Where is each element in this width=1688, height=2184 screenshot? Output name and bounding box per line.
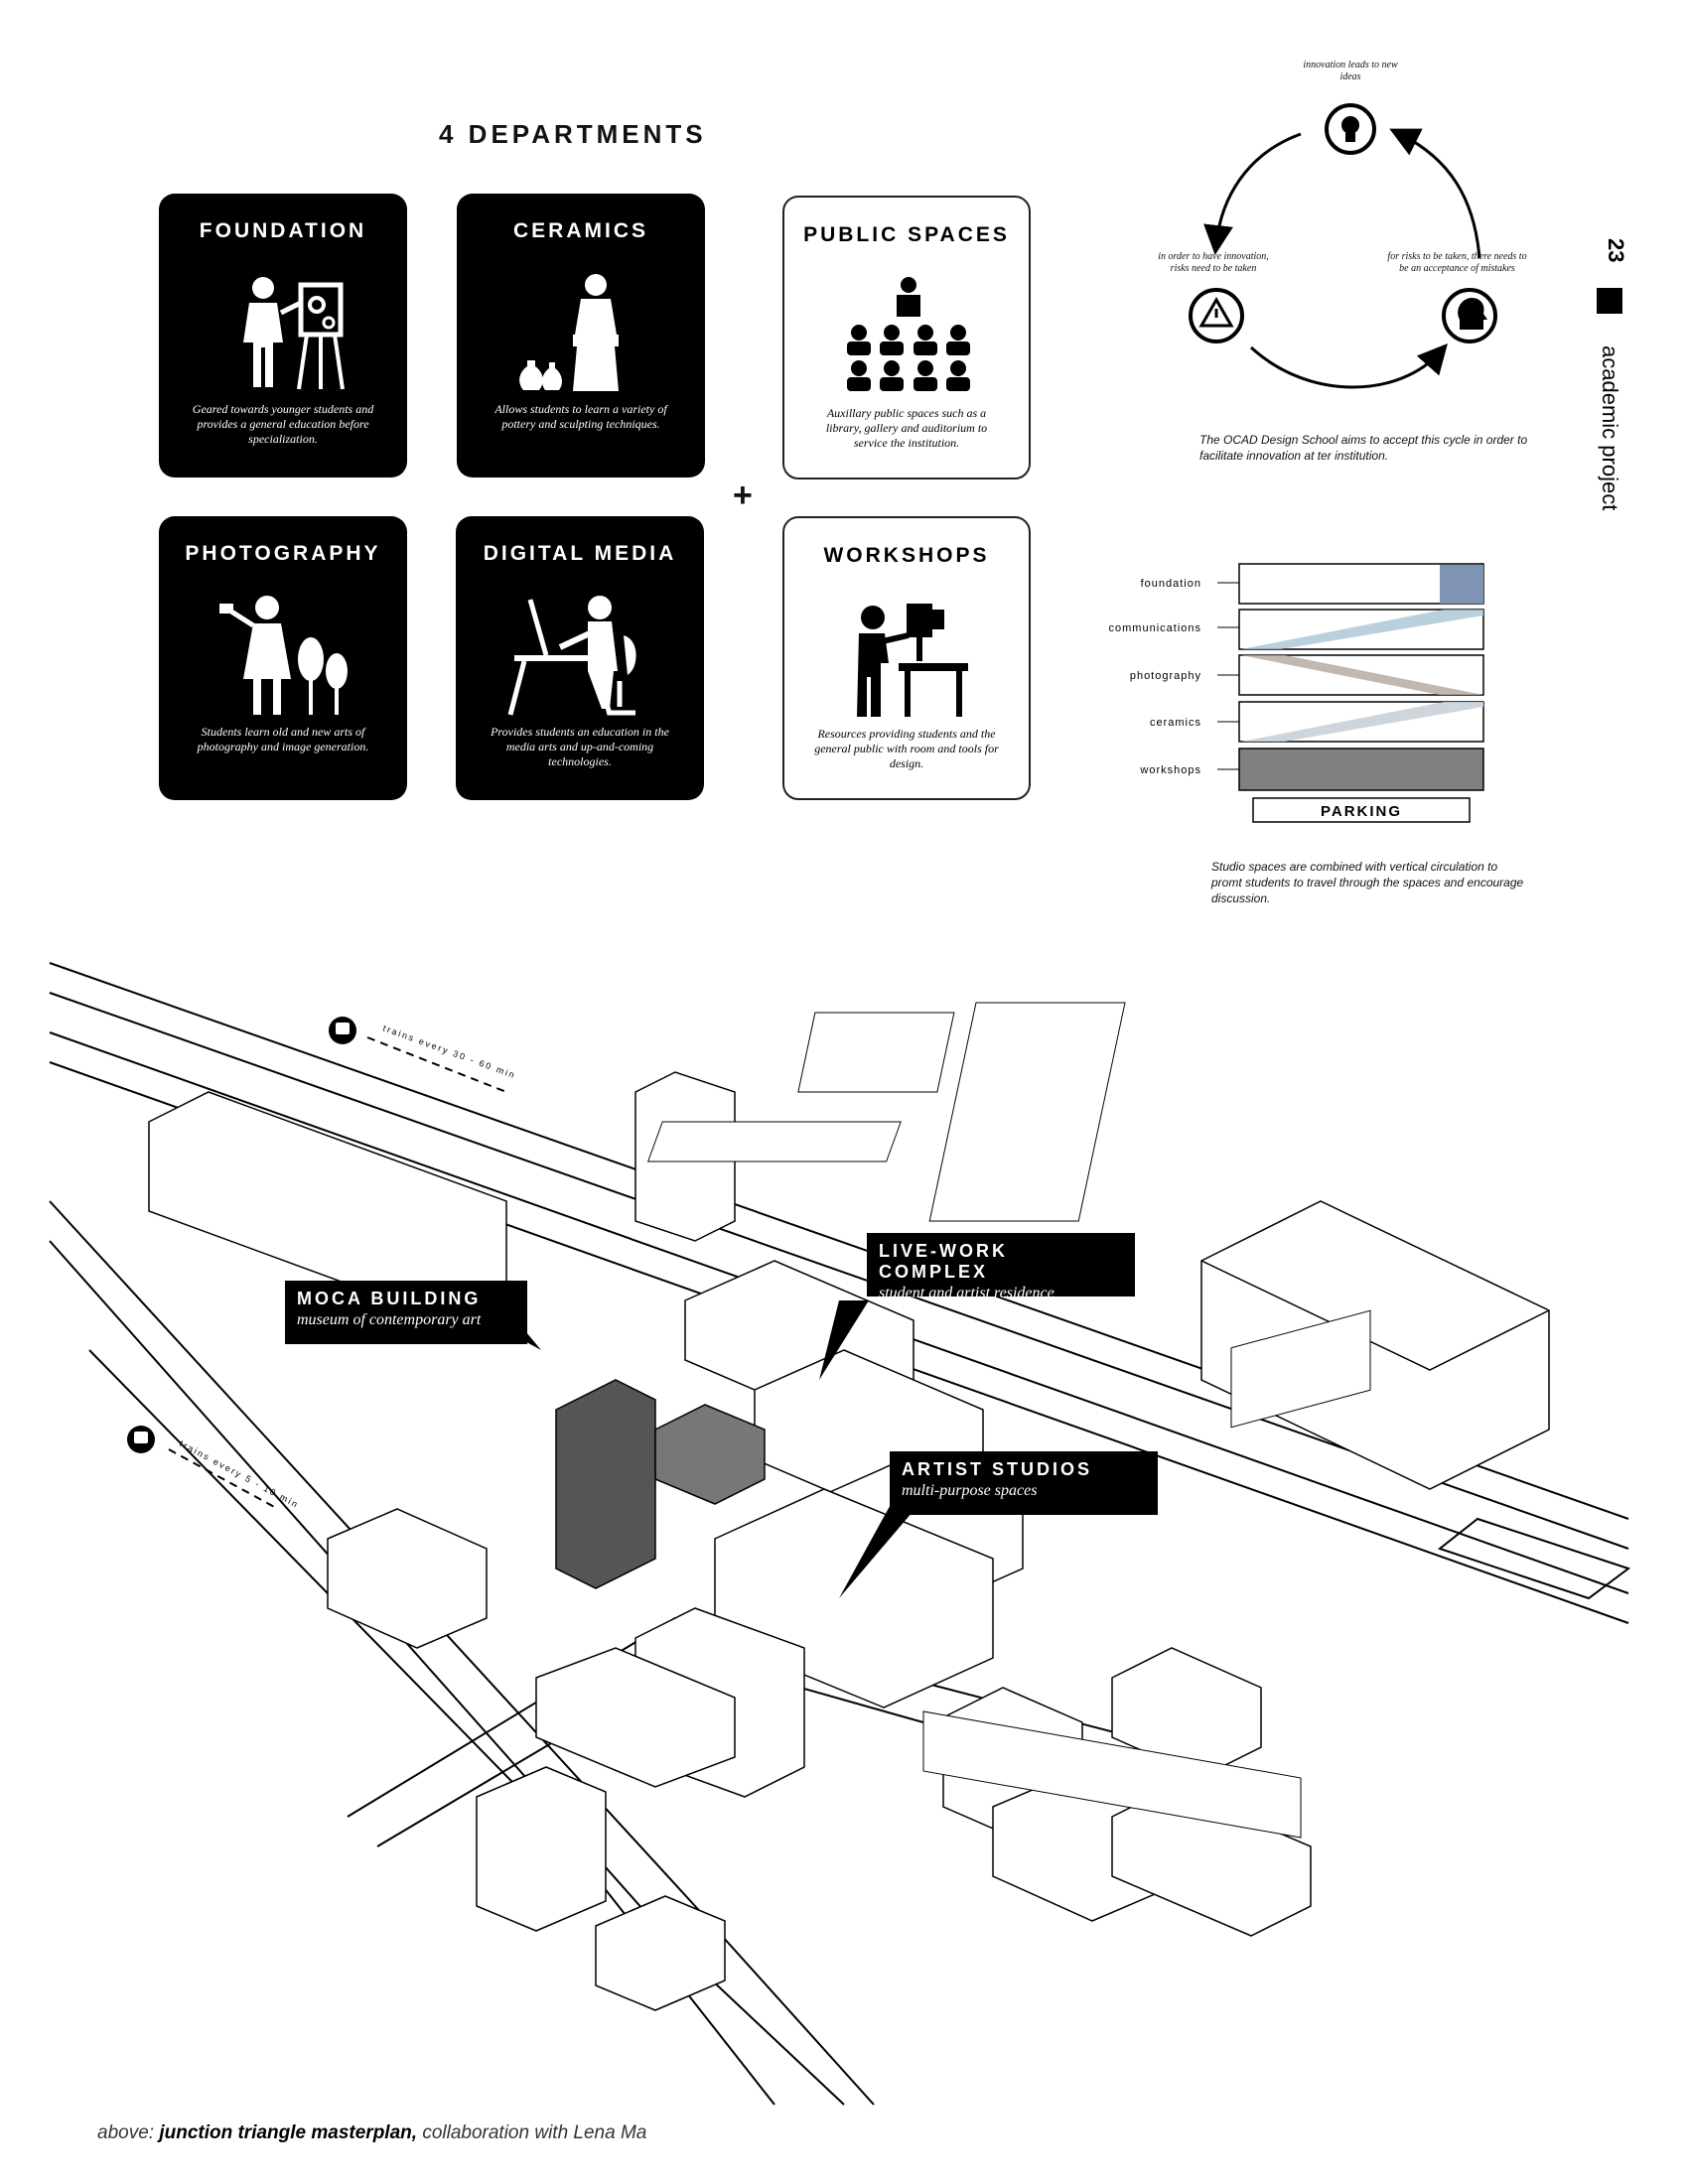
callout-pointer-studios xyxy=(839,1499,923,1598)
level-foundation: foundation xyxy=(1141,563,1484,605)
callout-moca: MOCA BUILDING museum of contemporary art xyxy=(285,1281,527,1344)
masterplan-drawing: trains every 30 - 60 min trains every 5 … xyxy=(49,962,1631,2106)
level-label: workshops xyxy=(1139,764,1201,776)
photographer-icon xyxy=(219,596,348,715)
card-digital-media: DIGITAL MEDIA Provides students an educa… xyxy=(456,516,704,800)
page-marker: 23 academic project xyxy=(1597,238,1628,510)
card-title: WORKSHOPS xyxy=(823,544,990,567)
card-title: PUBLIC SPACES xyxy=(803,223,1010,246)
foundation-fill xyxy=(1440,565,1483,604)
section-label: academic project xyxy=(1598,345,1622,510)
level-photography: photography xyxy=(1130,654,1484,696)
section-diagram: foundation communications photography ce… xyxy=(1109,563,1484,823)
page-marker-square xyxy=(1597,288,1622,314)
card-desc: Geared towards younger students and prov… xyxy=(192,402,374,446)
train-icon-left xyxy=(127,1426,155,1453)
card-public-spaces: PUBLIC SPACES Auxillary public spaces su… xyxy=(782,196,1031,479)
level-label: communications xyxy=(1109,622,1201,634)
parking-level: PARKING xyxy=(1252,797,1471,823)
cycle-note: The OCAD Design School aims to accept th… xyxy=(1199,433,1528,463)
card-desc: Resources providing students and the gen… xyxy=(814,727,999,770)
departments-heading: 4 DEPARTMENTS xyxy=(439,119,707,149)
computer-user-icon xyxy=(507,596,636,716)
level-ceramics: ceramics xyxy=(1150,701,1484,743)
cycle-label-left: in order to have innovation, risks need … xyxy=(1158,251,1269,274)
parking-label: PARKING xyxy=(1321,803,1402,820)
section-note: Studio spaces are combined with vertical… xyxy=(1211,860,1524,905)
card-ceramics: CERAMICS Allows students to learn a vari… xyxy=(457,194,705,478)
houses xyxy=(646,1002,1371,1839)
card-title: PHOTOGRAPHY xyxy=(185,542,381,565)
card-title: FOUNDATION xyxy=(199,219,367,242)
card-workshops: WORKSHOPS Resources providing students a… xyxy=(782,516,1031,800)
auditorium-icon xyxy=(847,277,970,391)
callout-subtitle: student and artist residence xyxy=(879,1285,1055,1301)
card-desc: Auxillary public spaces such as a librar… xyxy=(825,406,988,450)
callout-studios: ARTIST STUDIOS multi-purpose spaces xyxy=(890,1451,1158,1515)
train-icon-top xyxy=(329,1017,356,1044)
callout-subtitle: museum of contemporary art xyxy=(297,1311,482,1328)
buildings xyxy=(148,1071,1550,2011)
level-communications: communications xyxy=(1109,609,1484,650)
card-desc: Provides students an education in the me… xyxy=(491,725,669,768)
train-arrow-left xyxy=(168,1448,279,1510)
card-desc: Allows students to learn a variety of po… xyxy=(494,402,667,431)
callout-subtitle: multi-purpose spaces xyxy=(902,1482,1038,1499)
page-number: 23 xyxy=(1604,238,1628,262)
card-photography: PHOTOGRAPHY Students learn old and new a… xyxy=(159,516,407,800)
level-label: photography xyxy=(1130,670,1201,682)
lightbulb-icon xyxy=(1325,103,1376,155)
caption-title: junction triangle masterplan, xyxy=(159,2122,418,2143)
callout-title: MOCA BUILDING xyxy=(297,1289,482,1308)
level-workshops: workshops xyxy=(1139,748,1484,791)
callout-livework: LIVE-WORK COMPLEX student and artist res… xyxy=(867,1233,1135,1301)
figure-caption: above: junction triangle masterplan, col… xyxy=(97,2122,646,2144)
level-label: foundation xyxy=(1141,578,1201,590)
cycle-label-right: for risks to be taken, there needs to be… xyxy=(1387,251,1527,274)
callout-title: ARTIST STUDIOS xyxy=(902,1459,1093,1479)
train-frequency-top: trains every 30 - 60 min xyxy=(381,1023,517,1080)
train-arrow-top xyxy=(366,1036,507,1093)
innovation-cycle-diagram xyxy=(1189,103,1497,389)
card-desc: Students learn old and new arts of photo… xyxy=(197,725,369,753)
drill-press-icon xyxy=(857,604,968,717)
painter-icon xyxy=(243,277,345,390)
level-label: ceramics xyxy=(1150,717,1201,729)
card-title: DIGITAL MEDIA xyxy=(483,542,677,565)
caption-prefix: above: xyxy=(97,2122,160,2143)
train-frequency-left: trains every 5 - 10 min xyxy=(178,1438,301,1510)
cycle-label-top: innovation leads to new ideas xyxy=(1303,60,1398,82)
card-foundation: FOUNDATION Geared towards younger studen… xyxy=(159,194,407,478)
warning-icon xyxy=(1189,288,1244,343)
potter-icon xyxy=(519,274,619,391)
callout-pointer-livework xyxy=(819,1300,869,1380)
card-title: CERAMICS xyxy=(512,219,648,242)
head-icon xyxy=(1442,288,1497,343)
callout-title: LIVE-WORK COMPLEX xyxy=(879,1241,1008,1282)
caption-suffix: collaboration with Lena Ma xyxy=(417,2122,647,2143)
plus-sign: + xyxy=(733,477,753,514)
